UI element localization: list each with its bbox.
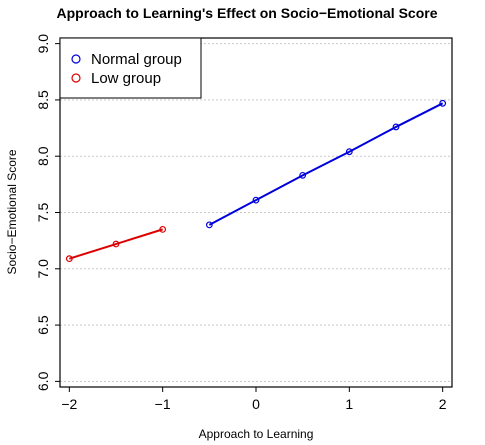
- legend-marker-normal: [71, 54, 81, 64]
- y-tick-label: 6.5: [35, 315, 51, 335]
- y-tick-label: 7.5: [35, 203, 51, 223]
- y-axis-label: Socio−Emotional Score: [5, 149, 19, 274]
- y-tick-label: 8.5: [35, 90, 51, 110]
- data-point: [392, 123, 400, 131]
- series-line-0: [208, 102, 444, 226]
- x-tick-label: −2: [61, 396, 77, 412]
- y-tick-label: 9.0: [35, 34, 51, 54]
- legend: Normal group Low group: [59, 37, 202, 99]
- x-axis-label: Approach to Learning: [199, 427, 314, 441]
- x-tick-label: 0: [252, 396, 260, 412]
- y-tick-label: 7.0: [35, 259, 51, 279]
- x-tick-label: 2: [439, 396, 447, 412]
- x-tick-label: −1: [155, 396, 171, 412]
- y-tick-label: 6.0: [35, 371, 51, 391]
- legend-box: [59, 37, 202, 99]
- axis-layer: 6.0 6.5 7.0 7.5 8.0 8.5 9.0 −2 −1 0 1 2: [35, 34, 447, 412]
- legend-label-normal: Normal group: [91, 51, 182, 68]
- series-layer: [65, 99, 447, 263]
- data-point: [299, 171, 307, 179]
- data-point: [159, 225, 167, 233]
- legend-label-low: Low group: [91, 70, 161, 87]
- series-line-1: [69, 228, 163, 260]
- data-point: [252, 196, 260, 204]
- chart-title: Approach to Learning's Effect on Socio−E…: [57, 5, 438, 21]
- data-point: [65, 255, 73, 263]
- y-tick-label: 8.0: [35, 146, 51, 166]
- data-point: [112, 240, 120, 248]
- data-point: [439, 99, 447, 107]
- legend-marker-low: [71, 73, 81, 83]
- data-point: [205, 221, 213, 229]
- data-point: [345, 148, 353, 156]
- x-tick-label: 1: [345, 396, 353, 412]
